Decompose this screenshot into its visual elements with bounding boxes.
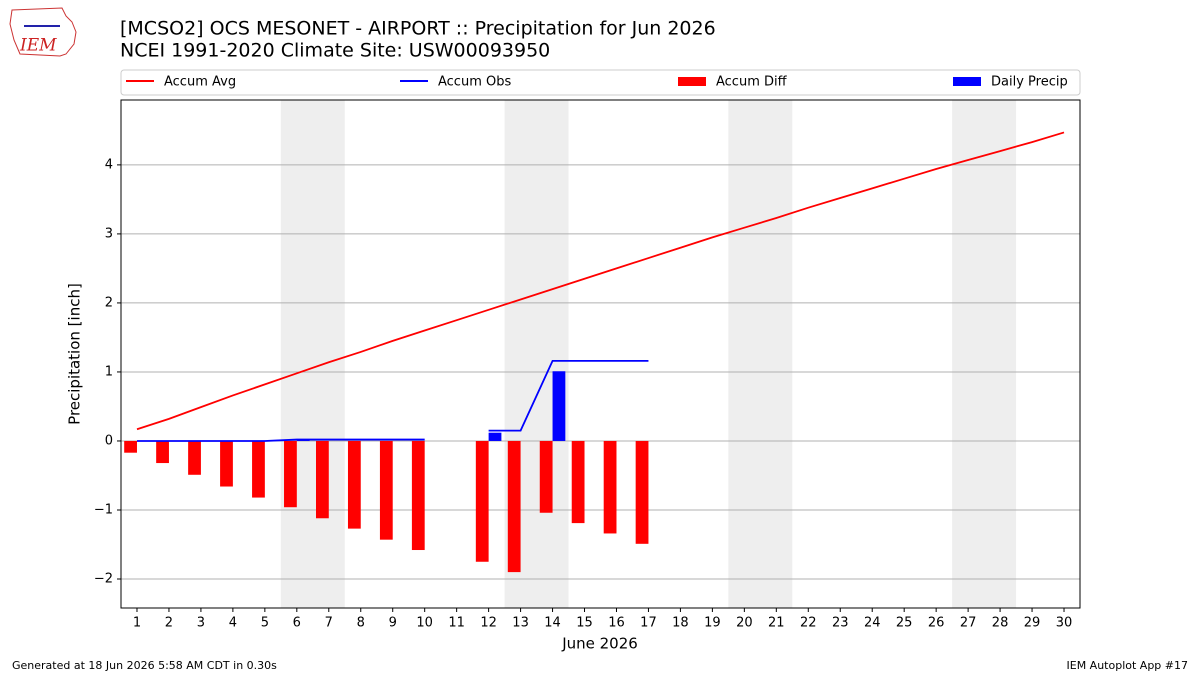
x-tick-label: 18: [672, 616, 689, 631]
x-tick-label: 2: [165, 616, 173, 631]
x-tick-label: 4: [229, 616, 237, 631]
x-tick-label: 19: [704, 616, 721, 631]
logo: IEM: [9, 7, 77, 57]
x-tick-label: 6: [293, 616, 301, 631]
x-axis-label: June 2026: [561, 635, 638, 653]
bar: [603, 440, 617, 534]
x-tick-label: 1: [133, 616, 141, 631]
bar: [156, 440, 169, 464]
footer-right: IEM Autoplot App #17: [1067, 659, 1189, 672]
logo-outline: [9, 7, 77, 57]
x-tick-label: 25: [896, 616, 913, 631]
x-tick-label: 17: [640, 616, 657, 631]
footer-left: Generated at 18 Jun 2026 5:58 AM CDT in …: [12, 659, 277, 672]
legend-label: Accum Diff: [716, 75, 788, 90]
x-tick-label: 16: [608, 616, 625, 631]
bar: [252, 440, 265, 498]
bar: [571, 440, 585, 524]
y-tick-label: −1: [94, 502, 113, 517]
legend-box: [120, 69, 1081, 96]
x-tick-label: 15: [576, 616, 593, 631]
x-tick-label: 11: [448, 616, 465, 631]
bar: [411, 440, 425, 551]
y-tick-label: −2: [94, 572, 113, 587]
bar: [188, 440, 201, 475]
x-tick-label: 7: [325, 616, 333, 631]
legend-label: Daily Precip: [991, 75, 1068, 90]
bar: [507, 440, 521, 573]
x-tick-label: 8: [357, 616, 365, 631]
x-tick-label: 3: [197, 616, 205, 631]
x-tick-label: 5: [261, 616, 269, 631]
weekend-shade: [952, 100, 1017, 608]
y-tick-label: 0: [105, 433, 113, 448]
weekend-shade: [280, 100, 345, 608]
x-tick-label: 22: [800, 616, 817, 631]
x-tick-label: 28: [992, 616, 1009, 631]
bar: [284, 440, 297, 508]
legend-swatch: [678, 77, 706, 86]
bar: [347, 440, 361, 529]
x-tick-label: 9: [389, 616, 397, 631]
legend-label: Accum Avg: [164, 75, 236, 90]
bar: [635, 440, 649, 544]
y-tick-label: 3: [105, 226, 113, 241]
bar: [220, 440, 233, 487]
x-tick-label: 10: [416, 616, 433, 631]
x-tick-label: 12: [480, 616, 497, 631]
x-tick-label: 20: [736, 616, 753, 631]
x-tick-label: 24: [864, 616, 881, 631]
x-tick-label: 21: [768, 616, 785, 631]
bar: [539, 440, 553, 513]
logo-text: IEM: [19, 36, 57, 56]
bar: [475, 440, 489, 562]
legend-label: Accum Obs: [438, 75, 511, 90]
x-tick-label: 23: [832, 616, 849, 631]
x-tick-label: 27: [960, 616, 977, 631]
x-tick-label: 29: [1024, 616, 1041, 631]
line-series: [136, 360, 649, 442]
y-tick-label: 4: [105, 157, 113, 172]
y-axis-label: Precipitation [inch]: [66, 283, 84, 425]
chart-title: [MCSO2] OCS MESONET - AIRPORT :: Precipi…: [120, 18, 716, 40]
bar: [315, 440, 329, 519]
x-tick-label: 30: [1056, 616, 1073, 631]
bar: [488, 432, 502, 441]
bar: [552, 371, 566, 441]
x-tick-label: 13: [512, 616, 529, 631]
weekend-shade: [728, 100, 793, 608]
chart-subtitle: NCEI 1991-2020 Climate Site: USW00093950: [120, 40, 550, 62]
line-series: [136, 131, 1065, 431]
plot-frame: [120, 99, 1081, 609]
legend-swatch: [953, 77, 981, 86]
y-tick-label: 1: [105, 364, 113, 379]
bar: [379, 440, 393, 540]
y-tick-label: 2: [105, 295, 113, 310]
x-tick-label: 26: [928, 616, 945, 631]
x-tick-label: 14: [544, 616, 561, 631]
bar: [124, 440, 137, 453]
